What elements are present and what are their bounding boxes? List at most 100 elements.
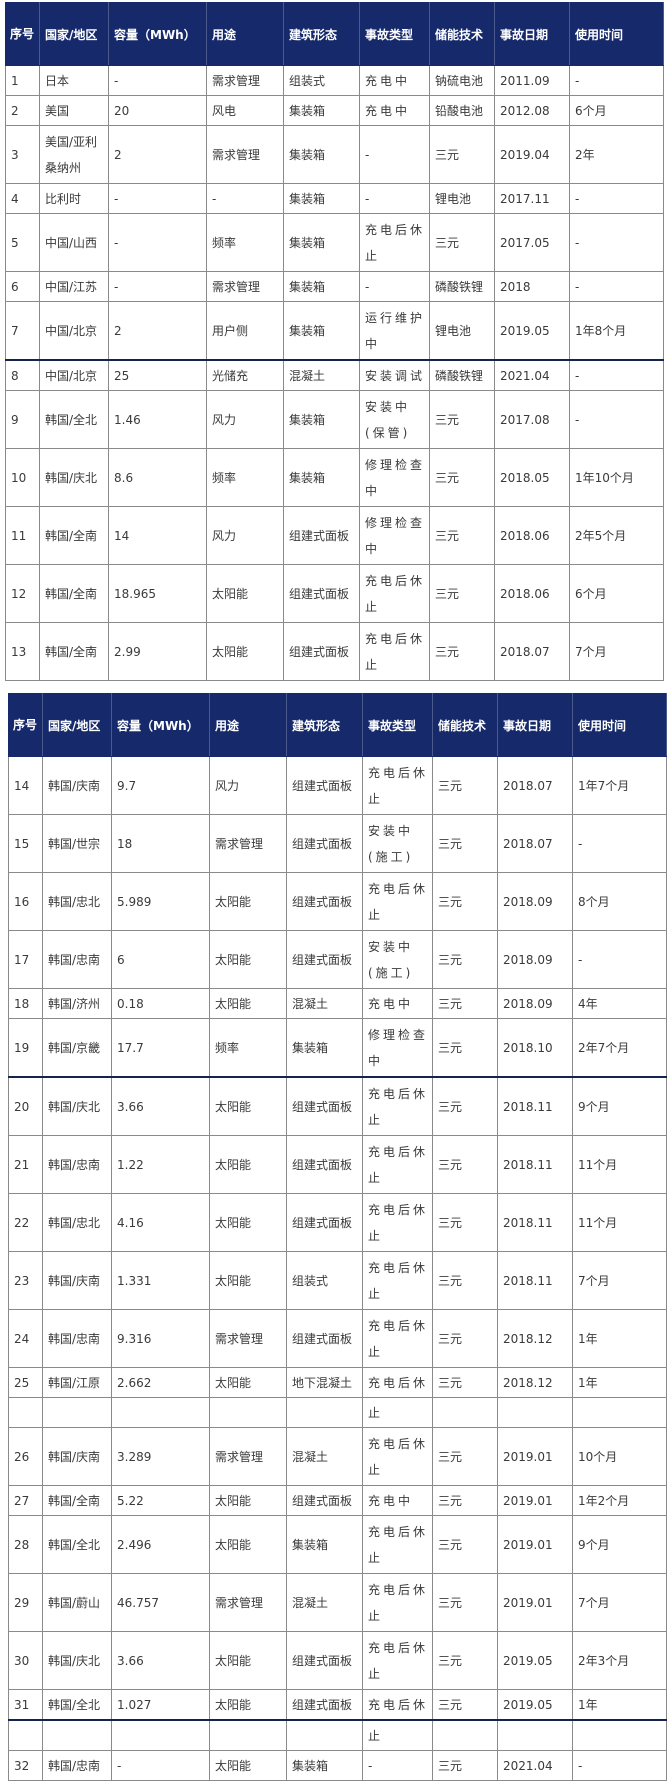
table-row: 19 韩国/京畿 17.7 频率 集装箱 修理检查中 三元 2018.10 2年7个月: [8, 1018, 667, 1078]
header-usage: 用途: [209, 693, 287, 757]
cell-capacity: 14: [108, 506, 207, 565]
cell-capacity: 0.18: [111, 988, 210, 1019]
cell-date: 2018.10: [497, 1018, 573, 1078]
header-date: 事故日期: [494, 2, 570, 66]
cell-date: 2018.12: [497, 1309, 573, 1368]
incident-table-part-2: 序号 国家/地区 容量（MWh） 用途 建筑形态 事故类型 储能技术 事故日期 使用时间 14 韩…: [8, 693, 667, 1781]
cell-country: [42, 1719, 112, 1751]
cell-duration: [572, 1719, 667, 1751]
cell-usage: 太阳能: [206, 622, 284, 681]
cell-date: 2019.05: [494, 301, 570, 361]
cell-event: 充电后休止: [362, 1251, 433, 1310]
cell-tech: 钠硫电池: [429, 65, 495, 96]
cell-seq: 30: [8, 1631, 43, 1690]
cell-duration: 6个月: [569, 95, 664, 126]
cell-seq: 3: [5, 125, 40, 184]
cell-seq: 23: [8, 1251, 43, 1310]
cell-event: 充电后休止: [362, 1309, 433, 1368]
cell-duration: -: [569, 65, 664, 96]
cell-capacity: 6: [111, 930, 210, 989]
cell-duration: 1年8个月: [569, 301, 664, 361]
cell-seq: 13: [5, 622, 40, 681]
cell-country: 韩国/忠北: [42, 872, 112, 931]
header-country: 国家/地区: [42, 693, 112, 757]
cell-usage: 太阳能: [209, 1750, 287, 1781]
cell-tech: 三元: [429, 622, 495, 681]
cell-country: 韩国/京畿: [42, 1018, 112, 1078]
header-duration: 使用时间: [569, 2, 664, 66]
cell-usage: 太阳能: [209, 1631, 287, 1690]
cell-event: 充电后休: [362, 1367, 433, 1398]
cell-duration: 1年2个月: [572, 1485, 667, 1516]
cell-duration: 9个月: [572, 1076, 667, 1136]
cell-usage: 需求管理: [209, 1573, 287, 1632]
table-row: 29 韩国/蔚山 46.757 需求管理 混凝土 充电后休止 三元 2019.01 7个月: [8, 1573, 667, 1632]
cell-date: 2017.05: [494, 213, 570, 272]
cell-building: 组建式面板: [283, 622, 360, 681]
cell-country: 韩国/江原: [42, 1367, 112, 1398]
cell-country: 韩国/庆北: [39, 448, 109, 507]
cell-event: 充电后休止: [362, 1135, 433, 1194]
table-row: 32 韩国/忠南 - 太阳能 集装箱 - 三元 2021.04-: [8, 1750, 667, 1781]
cell-capacity: 8.6: [108, 448, 207, 507]
table-row: 27 韩国/全南 5.22 太阳能 组建式面板 充电中 三元 2019.01 1年2个月: [8, 1485, 667, 1516]
header-event: 事故类型: [359, 2, 430, 66]
cell-usage: 需求管理: [209, 814, 287, 873]
cell-event: 修理检查中: [359, 506, 430, 565]
cell-usage: 频率: [206, 213, 284, 272]
cell-seq: [8, 1397, 43, 1428]
table-row: 31 韩国/全北 1.027 太阳能 组建式面板 充电后休 三元 2019.05 1年: [8, 1689, 667, 1721]
cell-usage: 风力: [209, 756, 287, 815]
cell-date: 2017.11: [494, 183, 570, 214]
cell-seq: 32: [8, 1750, 43, 1781]
cell-duration: 4年: [572, 988, 667, 1019]
cell-event: 充电后休止: [362, 872, 433, 931]
cell-tech: 三元: [432, 1689, 498, 1721]
cell-duration: 2年5个月: [569, 506, 664, 565]
cell-seq: 2: [5, 95, 40, 126]
table-row: 21 韩国/忠南 1.22 太阳能 组建式面板 充电后休止 三元 2018.11 11个月: [8, 1135, 667, 1194]
cell-date: 2021.04: [494, 359, 570, 391]
cell-duration: 6个月: [569, 564, 664, 623]
cell-country: 韩国/济州: [42, 988, 112, 1019]
cell-date: 2018.12: [497, 1367, 573, 1398]
table-row: 2 美国 20 风电 集装箱 充电中 铅酸电池 2012.08 6个月: [5, 95, 664, 126]
table-row: 1 日本 - 需求管理 组装式 充电中 钠硫电池 2011.09-: [5, 65, 664, 96]
cell-event: -: [359, 125, 430, 184]
cell-date: 2019.01: [497, 1515, 573, 1574]
cell-usage: 太阳能: [209, 988, 287, 1019]
header-seq: 序号: [8, 693, 43, 757]
cell-duration: 11个月: [572, 1193, 667, 1252]
cell-capacity: 3.66: [111, 1631, 210, 1690]
cell-usage: 需求管理: [209, 1309, 287, 1368]
cell-usage: 需求管理: [206, 125, 284, 184]
cell-tech: 三元: [432, 1193, 498, 1252]
cell-duration: 1年10个月: [569, 448, 664, 507]
cell-country: 中国/山西: [39, 213, 109, 272]
cell-seq: 27: [8, 1485, 43, 1516]
table-row: 11 韩国/全南 14 风力 组建式面板 修理检查中 三元 2018.06 2年5个月: [5, 506, 664, 565]
cell-usage: 太阳能: [209, 1076, 287, 1136]
cell-building: 集装箱: [283, 213, 360, 272]
cell-capacity: -: [108, 65, 207, 96]
cell-date: 2019.01: [497, 1427, 573, 1486]
table-row: 24 韩国/忠南 9.316 需求管理 组建式面板 充电后休止 三元 2018.12 1年: [8, 1309, 667, 1368]
cell-duration: -: [569, 271, 664, 302]
cell-country: 韩国/忠南: [42, 1750, 112, 1781]
cell-tech: 三元: [432, 1135, 498, 1194]
cell-building: 集装箱: [283, 95, 360, 126]
cell-tech: 三元: [432, 988, 498, 1019]
header-building: 建筑形态: [286, 693, 363, 757]
table-row: 止: [8, 1719, 667, 1751]
table-row: 9 韩国/全北 1.46 风力 集装箱 安装中(保管) 三元 2017.08-: [5, 390, 664, 449]
cell-seq: 20: [8, 1076, 43, 1136]
cell-country: 韩国/庆南: [42, 1427, 112, 1486]
cell-event: 止: [362, 1397, 433, 1428]
cell-date: 2018.09: [497, 988, 573, 1019]
cell-tech: 磷酸铁锂: [429, 271, 495, 302]
cell-building: 组建式面板: [286, 1309, 363, 1368]
cell-country: 韩国/庆南: [42, 1251, 112, 1310]
cell-capacity: 2: [108, 125, 207, 184]
table-row: 14 韩国/庆南 9.7 风力 组建式面板 充电后休止 三元 2018.07 1年7个月: [8, 756, 667, 815]
cell-usage: 太阳能: [209, 1135, 287, 1194]
